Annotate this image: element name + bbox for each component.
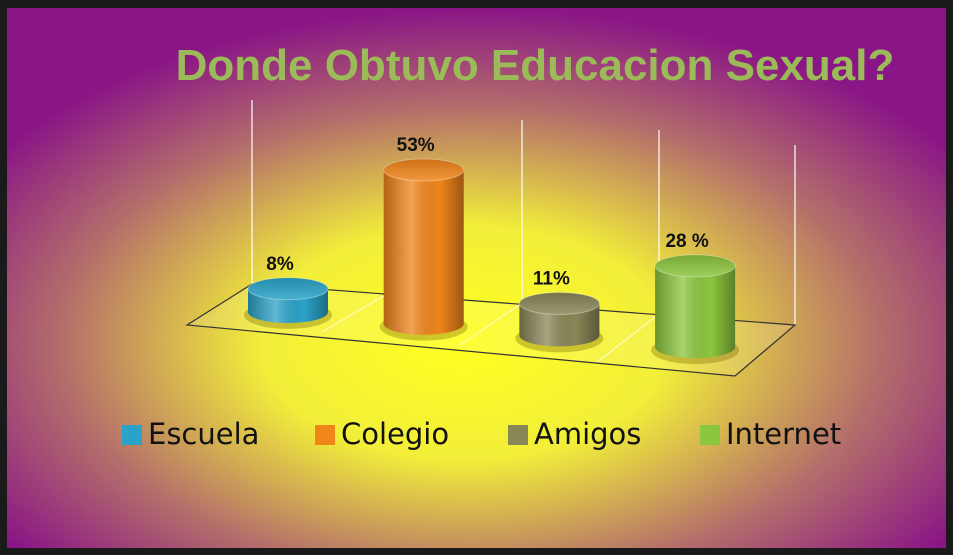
bar-top-shade bbox=[519, 292, 600, 315]
background bbox=[7, 8, 946, 548]
bar bbox=[651, 254, 740, 365]
bar-top-shade bbox=[383, 159, 464, 181]
legend-swatch bbox=[700, 425, 720, 445]
bar bbox=[244, 277, 332, 329]
bar-top-shade bbox=[655, 254, 736, 277]
data-label: 8% bbox=[266, 254, 294, 275]
legend-swatch bbox=[508, 425, 528, 445]
data-label: 53% bbox=[397, 135, 435, 156]
bar-top-shade bbox=[248, 277, 328, 300]
bar bbox=[379, 158, 468, 341]
data-label: 11% bbox=[533, 269, 570, 290]
bar bbox=[515, 292, 604, 353]
legend-label: Escuela bbox=[148, 417, 259, 451]
data-label: 28 % bbox=[665, 231, 708, 252]
legend-swatch bbox=[122, 425, 142, 445]
legend-swatch bbox=[315, 425, 335, 445]
bar-body-shade bbox=[383, 170, 464, 335]
bar-body-shade bbox=[519, 303, 600, 347]
legend-label: Internet bbox=[726, 417, 841, 451]
legend-label: Colegio bbox=[341, 417, 449, 451]
floor-dividers bbox=[321, 293, 660, 363]
bar-body-shade bbox=[655, 265, 736, 359]
legend-label: Amigos bbox=[534, 417, 641, 451]
floor bbox=[185, 283, 797, 377]
chart-title: Donde Obtuvo Educacion Sexual? bbox=[176, 41, 895, 90]
